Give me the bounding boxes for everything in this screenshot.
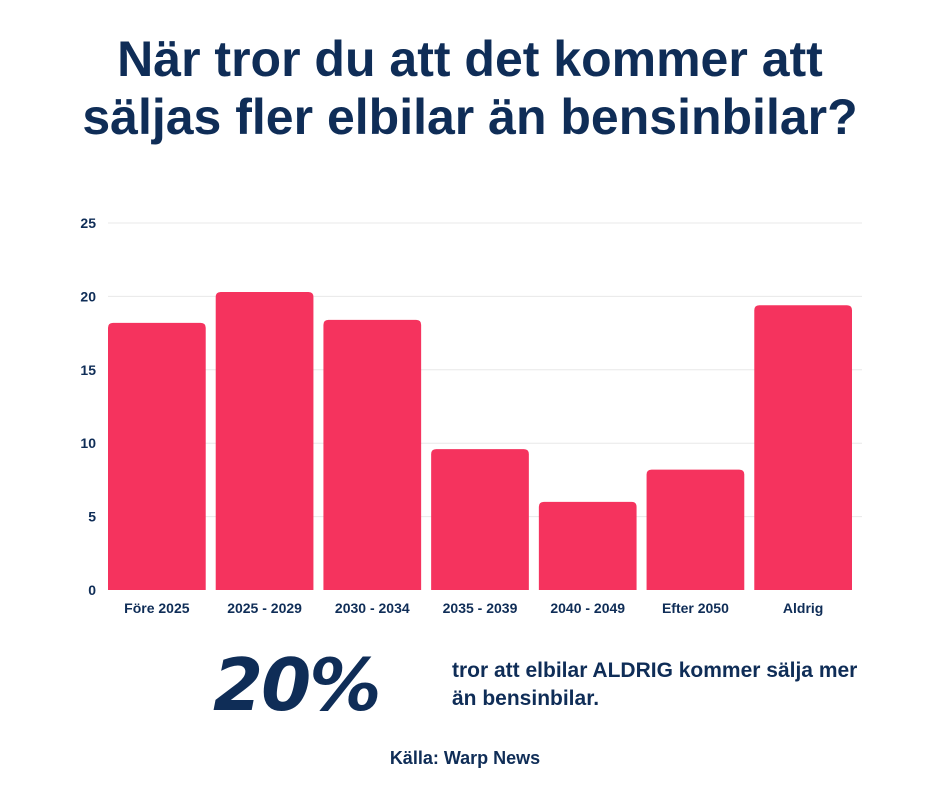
y-tick-label: 20 [80, 288, 96, 304]
source-caption: Källa: Warp News [389, 748, 541, 768]
bar-7 [754, 305, 852, 590]
x-axis-labels: Före 2025 2025 - 2029 2030 - 2034 2035 - 20… [124, 600, 823, 616]
x-tick-label: 2025 - 2029 [227, 600, 302, 616]
y-tick-label: 25 [80, 215, 96, 231]
y-tick-label: 0 [88, 582, 96, 598]
bar-5 [538, 501, 637, 590]
bar-3 [323, 319, 422, 590]
bar-chart: 0 5 10 15 20 25 Före 2025 2025 - 2029 2030 - 20… [80, 215, 862, 616]
y-axis-ticks: 0 5 10 15 20 25 [80, 215, 96, 598]
bar-2 [215, 291, 314, 590]
bars [108, 291, 852, 590]
bar-1 [108, 322, 206, 590]
y-tick-label: 5 [88, 509, 96, 525]
x-tick-label: 2035 - 2039 [443, 600, 518, 616]
x-tick-label: Efter 2050 [662, 600, 729, 616]
bar-4 [431, 449, 529, 590]
highlight-value: 20% [213, 643, 381, 727]
chart-title: När tror du att det kommer att säljas fl… [82, 31, 858, 145]
y-tick-label: 10 [80, 435, 96, 451]
bar-6 [646, 469, 745, 590]
y-tick-label: 15 [80, 362, 96, 378]
x-tick-label: Före 2025 [124, 600, 190, 616]
x-tick-label: Aldrig [783, 600, 823, 616]
x-tick-label: 2030 - 2034 [335, 600, 410, 616]
x-tick-label: 2040 - 2049 [550, 600, 625, 616]
highlight-text: tror att elbilar ALDRIG kommer sälja mer… [452, 659, 858, 710]
